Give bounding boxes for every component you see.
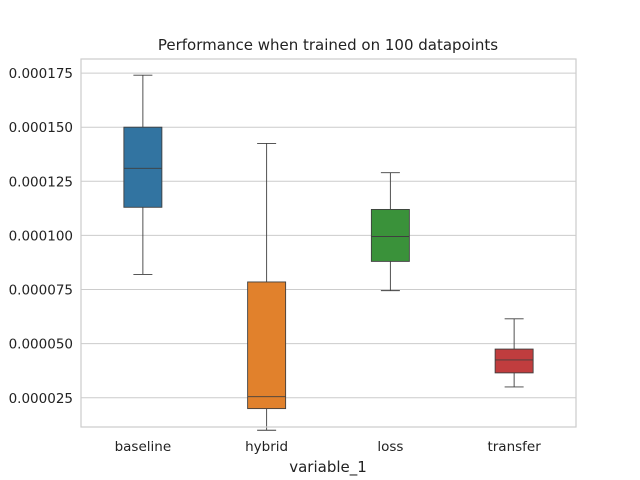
x-axis-label: variable_1 [289, 458, 367, 477]
y-tick-label: 0.000075 [9, 283, 73, 299]
x-tick-label: loss [377, 439, 403, 455]
y-tick-label: 0.000100 [9, 228, 73, 244]
box-group-hybrid [247, 142, 287, 431]
x-tick-label: transfer [487, 439, 541, 455]
iqr-box [247, 281, 287, 410]
box-group-loss [370, 172, 410, 292]
iqr-box [370, 208, 410, 262]
y-tick-label: 0.000150 [9, 120, 73, 136]
y-tick-label: 0.000125 [9, 174, 73, 190]
box-group-baseline [123, 74, 163, 275]
x-tick-label: baseline [115, 439, 172, 455]
x-tick-label: hybrid [245, 439, 288, 455]
y-tick-label: 0.000025 [9, 391, 73, 407]
plot-frame [80, 58, 577, 428]
chart-title: Performance when trained on 100 datapoin… [158, 36, 498, 54]
x-tick-labels: baseline hybrid loss transfer [115, 439, 542, 455]
boxes [123, 74, 534, 431]
box-group-transfer [494, 318, 534, 388]
iqr-box [494, 348, 534, 374]
y-tick-label: 0.000175 [9, 66, 73, 82]
y-gridlines [81, 72, 576, 399]
iqr-box [123, 126, 163, 208]
y-tick-labels: 0.000025 0.000050 0.000075 0.000100 0.000125… [9, 66, 73, 407]
y-tick-label: 0.000050 [9, 337, 73, 353]
